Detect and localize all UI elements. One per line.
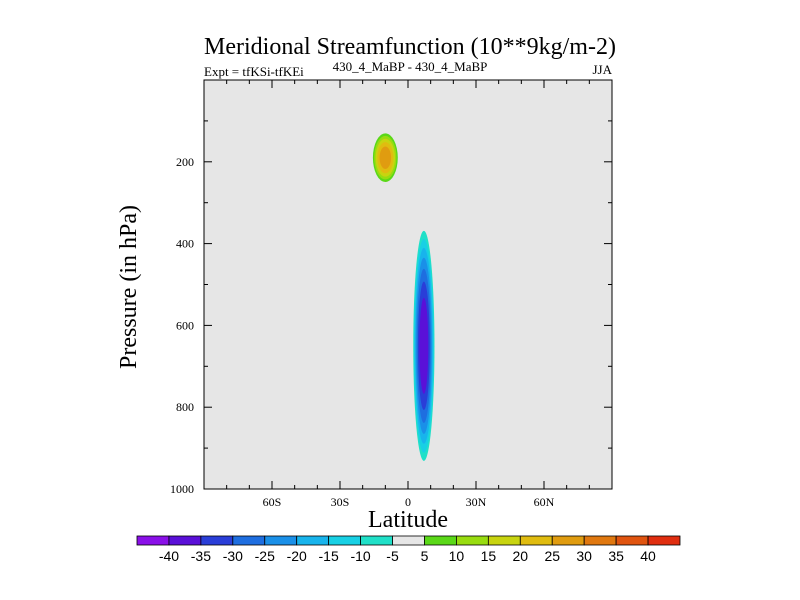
colorbar-swatch xyxy=(328,535,361,546)
colorbar-swatch xyxy=(392,535,425,546)
x-axis-label: Latitude xyxy=(368,507,448,533)
colorbar-swatch xyxy=(296,535,330,546)
y-tick-label: 600 xyxy=(176,318,194,332)
colorbar-label: 40 xyxy=(640,548,656,564)
plot-background xyxy=(204,80,612,489)
colorbar-label: -25 xyxy=(255,548,275,564)
colorbar-swatch xyxy=(615,535,649,546)
colorbar-swatch xyxy=(487,535,521,546)
colorbar-swatch xyxy=(647,535,681,546)
y-tick-label: 400 xyxy=(176,237,194,251)
colorbar-label: -15 xyxy=(319,548,339,564)
contour-fill xyxy=(379,146,392,169)
chart-subtitle-left: Expt = tfKSi-tfKEi xyxy=(204,64,304,79)
colorbar-label: -35 xyxy=(191,548,211,564)
y-axis-label: Pressure (in hPa) xyxy=(116,205,142,369)
x-tick-label: 30N xyxy=(466,495,487,509)
chart-subtitle-right: JJA xyxy=(592,62,612,77)
colorbar-label: 25 xyxy=(544,548,560,564)
x-tick-label: 60S xyxy=(263,495,282,509)
contour-cell-2 xyxy=(372,133,398,183)
colorbar-label: -40 xyxy=(159,548,179,564)
colorbar-label: -30 xyxy=(223,548,243,564)
colorbar-label: 20 xyxy=(513,548,529,564)
colorbar-swatch xyxy=(136,535,170,546)
colorbar-swatch xyxy=(232,535,266,546)
contour-fill xyxy=(419,297,429,394)
colorbar-label: -10 xyxy=(350,548,370,564)
x-tick-label: 60N xyxy=(534,495,555,509)
x-tick-label: 30S xyxy=(331,495,350,509)
colorbar-label: 35 xyxy=(608,548,624,564)
colorbar-swatch xyxy=(200,535,234,546)
colorbar-label: 15 xyxy=(481,548,497,564)
colorbar-swatch xyxy=(360,535,393,546)
colorbar-swatch xyxy=(264,535,298,546)
y-tick-label: 800 xyxy=(176,400,194,414)
plot-area xyxy=(203,79,613,490)
colorbar-swatch xyxy=(551,535,585,546)
chart-title: Meridional Streamfunction (10**9kg/m-2) xyxy=(204,34,616,60)
colorbar: -40 -35 -30 -25 -20 -15 -10 -5 5 10 15 20 25 30 35 40 xyxy=(136,535,681,564)
contour-cell-1 xyxy=(413,230,435,461)
colorbar-label: 10 xyxy=(449,548,465,564)
colorbar-swatch xyxy=(456,535,489,546)
axis-ticks: 60S 30S 0 30N 60N 200 400 600 800 1000 xyxy=(170,80,612,509)
y-tick-label: 1000 xyxy=(170,482,194,496)
chart-subtitle-center: 430_4_MaBP - 430_4_MaBP xyxy=(333,59,488,74)
colorbar-label: -5 xyxy=(386,548,399,564)
colorbar-swatch xyxy=(424,535,457,546)
y-tick-label: 200 xyxy=(176,155,194,169)
colorbar-swatch xyxy=(519,535,553,546)
colorbar-swatch xyxy=(583,535,617,546)
colorbar-label: 5 xyxy=(421,548,429,564)
colorbar-label: -20 xyxy=(287,548,307,564)
colorbar-swatch xyxy=(168,535,202,546)
colorbar-label: 30 xyxy=(576,548,592,564)
x-tick-label: 0 xyxy=(405,495,411,509)
